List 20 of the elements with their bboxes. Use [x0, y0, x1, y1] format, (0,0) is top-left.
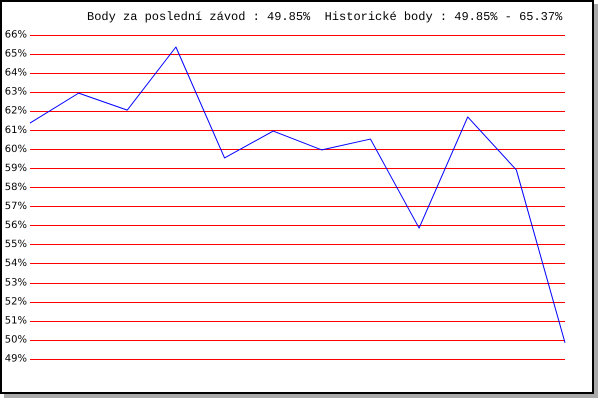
y-tick-label: 57% [4, 201, 27, 212]
y-tick-label: 59% [4, 162, 27, 174]
y-tick-label: 64% [4, 68, 27, 79]
y-tick-label: 58% [4, 182, 27, 193]
y-tick-label: 54% [4, 258, 27, 270]
y-tick-label: 50% [4, 334, 27, 346]
y-tick-label: 52% [4, 296, 27, 308]
y-tick-label: 63% [4, 86, 27, 98]
y-tick-label: 65% [4, 48, 27, 60]
y-tick-label: 55% [4, 239, 27, 250]
y-tick-label: 51% [4, 315, 27, 326]
y-tick-label: 66% [4, 30, 27, 40]
y-tick-label: 56% [4, 220, 27, 232]
y-tick-label: 62% [4, 106, 27, 117]
y-tick-label: 49% [4, 354, 27, 364]
line-series [30, 46, 566, 344]
y-tick-label: 61% [4, 124, 27, 136]
y-tick-label: 60% [4, 144, 27, 155]
chart-title: Body za poslední závod : 49.85% Historické body : 49.85% - 65.37% [87, 10, 564, 24]
y-tick-label: 53% [4, 277, 27, 288]
